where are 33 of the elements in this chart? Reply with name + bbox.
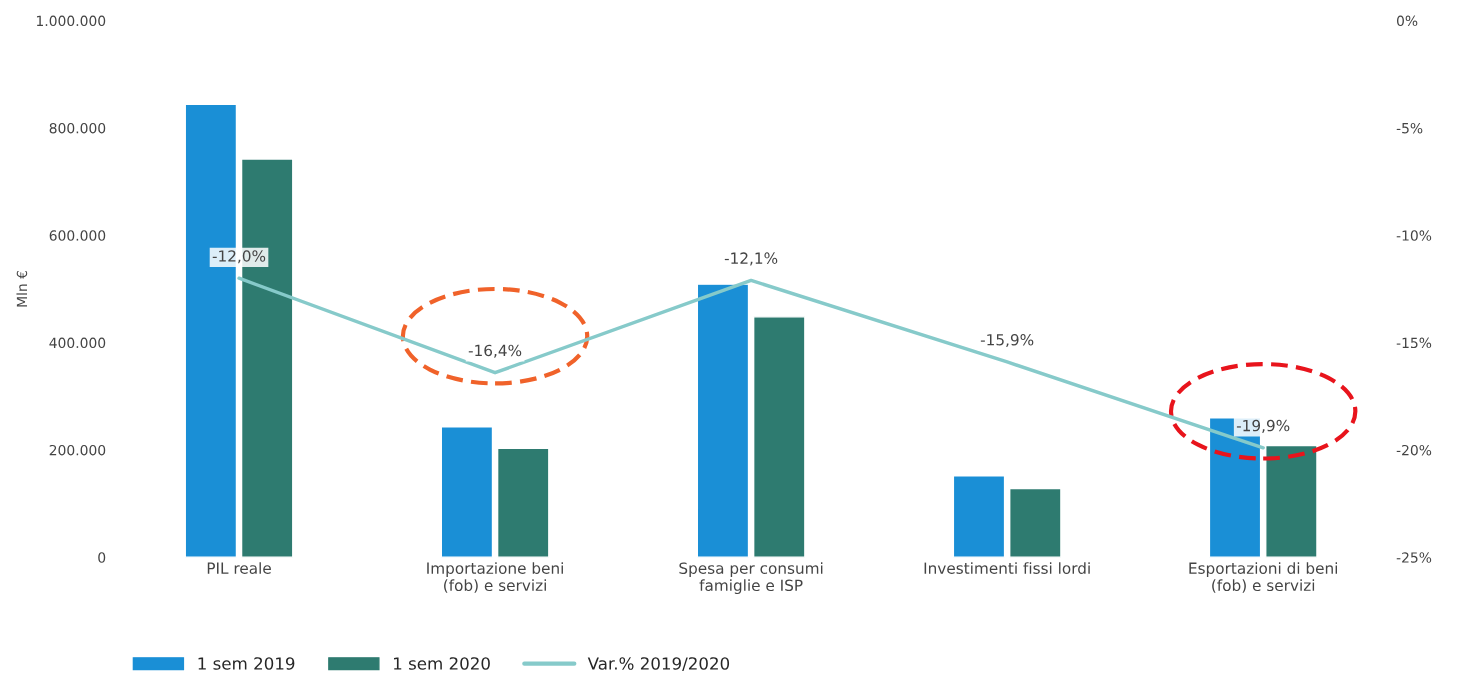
data-label: -12,0%: [212, 250, 266, 264]
legend-label: Var.% 2019/2020: [587, 657, 730, 672]
bar: [752, 316, 806, 558]
y-tick-label: 0: [98, 552, 106, 563]
y2-tick-label: -20%: [1396, 444, 1432, 456]
y2-tick-label: -25%: [1396, 552, 1432, 563]
bar: [1265, 444, 1318, 558]
y2-tick-label: -5%: [1396, 122, 1423, 134]
x-tick-label: Investimenti fissi lordi: [924, 562, 1090, 574]
x-tick-label: Spesa per consumi famiglie e ISP: [679, 562, 823, 595]
y-axis-title: Mln €: [16, 270, 28, 307]
x-tick-label: Importazione beni (fob) e servizi: [427, 562, 563, 593]
bar: [1009, 487, 1062, 558]
bar: [440, 426, 494, 558]
y-tick-label: 200.000: [49, 444, 106, 456]
y-tick-label: 600.000: [49, 230, 106, 241]
y-tick-label: 400.000: [49, 337, 106, 349]
data-label: -16,4%: [468, 344, 522, 358]
legend-label: 1 sem 2020: [394, 657, 490, 670]
bar: [952, 475, 1006, 558]
x-tick-label: PIL reale: [207, 562, 271, 574]
y2-tick-label: 0%: [1396, 15, 1418, 27]
y2-tick-label: -15%: [1396, 337, 1432, 349]
data-label: -12,1%: [724, 252, 778, 266]
data-label: -15,9%: [980, 333, 1034, 348]
x-tick-label: Esportazioni di beni (fob) e servizi: [1189, 562, 1337, 593]
legend-label: 1 sem 2019: [198, 657, 295, 670]
bar: [696, 283, 750, 558]
y-tick-label: 800.000: [49, 122, 106, 134]
y2-tick-label: -10%: [1396, 230, 1432, 241]
bar: [496, 447, 550, 558]
y-tick-label: 1.000.000: [36, 15, 106, 27]
data-label: -19,9%: [1236, 419, 1290, 433]
